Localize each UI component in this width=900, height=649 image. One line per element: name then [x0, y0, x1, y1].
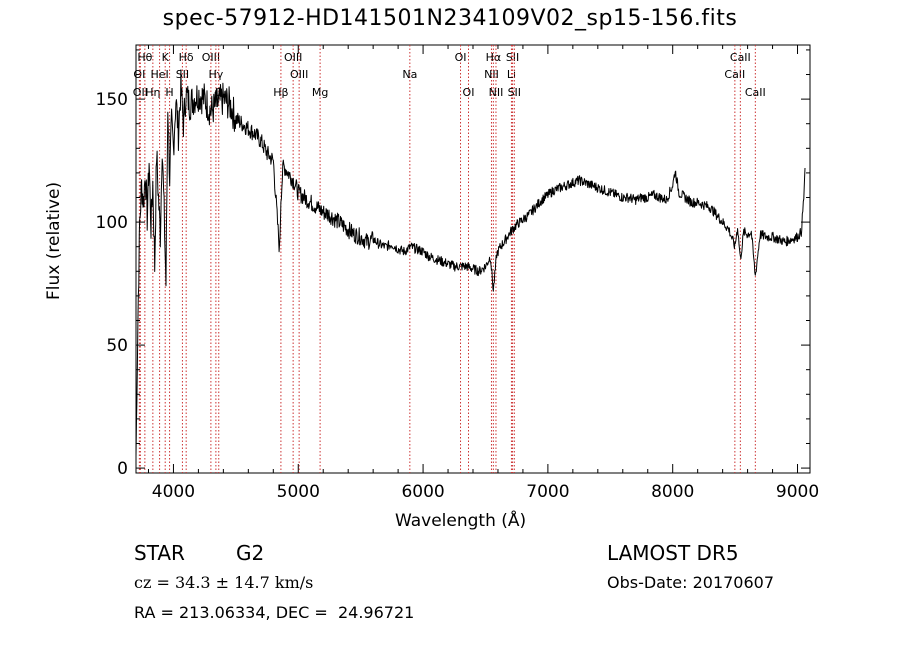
x-tick-label: 6000: [401, 482, 444, 502]
redshift-cz: cz = 34.3 ± 14.7 km/s: [134, 573, 314, 592]
object-subclass: G2: [236, 541, 265, 565]
line-marker-label: Hδ: [179, 51, 194, 64]
observation-date: Obs-Date: 20170607: [607, 573, 775, 592]
line-marker-label: Hη: [145, 86, 160, 99]
line-marker-label: Hγ: [208, 68, 223, 81]
line-marker-label: Hβ: [273, 86, 288, 99]
line-marker-label: OI: [463, 86, 475, 99]
line-marker-label: Hα: [486, 51, 502, 64]
y-tick-label: 50: [106, 336, 128, 356]
ra-dec-coordinates: RA = 213.06334, DEC = 24.96721: [134, 603, 415, 622]
object-type: STAR: [134, 541, 185, 565]
line-marker-label: K: [162, 51, 170, 64]
y-tick-label: 100: [96, 213, 128, 233]
line-marker-label: NII: [489, 86, 504, 99]
line-marker-label: OI: [455, 51, 467, 64]
line-marker-label: SII: [176, 68, 189, 81]
y-tick-label: 150: [96, 90, 128, 110]
line-marker-label: H: [165, 86, 173, 99]
x-tick-label: 9000: [776, 482, 819, 502]
line-marker-label: Hθ: [137, 51, 152, 64]
line-marker-label: CaII: [730, 51, 751, 64]
line-marker-label: Li: [507, 68, 516, 81]
x-tick-label: 7000: [526, 482, 569, 502]
line-marker-label: OI: [133, 68, 145, 81]
line-marker-label: NII: [484, 68, 499, 81]
spectrum-series-line: [135, 69, 806, 457]
x-tick-label: 8000: [651, 482, 694, 502]
x-axis-label: Wavelength (Å): [395, 511, 527, 531]
line-marker-label: OII: [133, 86, 148, 99]
y-tick-label: 0: [117, 459, 128, 479]
line-marker-label: OIII: [202, 51, 220, 64]
line-marker-label: OIII: [284, 51, 302, 64]
plot-frame: [135, 44, 811, 474]
x-tick-label: 5000: [277, 482, 320, 502]
line-marker-label: Mg: [312, 86, 328, 99]
line-marker-label: CaII: [724, 68, 745, 81]
line-marker-label: OIII: [290, 68, 308, 81]
line-marker-label: CaII: [745, 86, 766, 99]
line-marker-label: Na: [402, 68, 417, 81]
line-marker-label: HeI: [150, 68, 168, 81]
line-marker-label: SII: [508, 86, 521, 99]
line-marker-label: SII: [506, 51, 519, 64]
chart-title: spec-57912-HD141501N234109V02_sp15-156.f…: [162, 6, 738, 31]
survey-name: LAMOST DR5: [607, 541, 739, 565]
y-axis-label: Flux (relative): [44, 181, 64, 300]
x-tick-label: 4000: [152, 482, 195, 502]
